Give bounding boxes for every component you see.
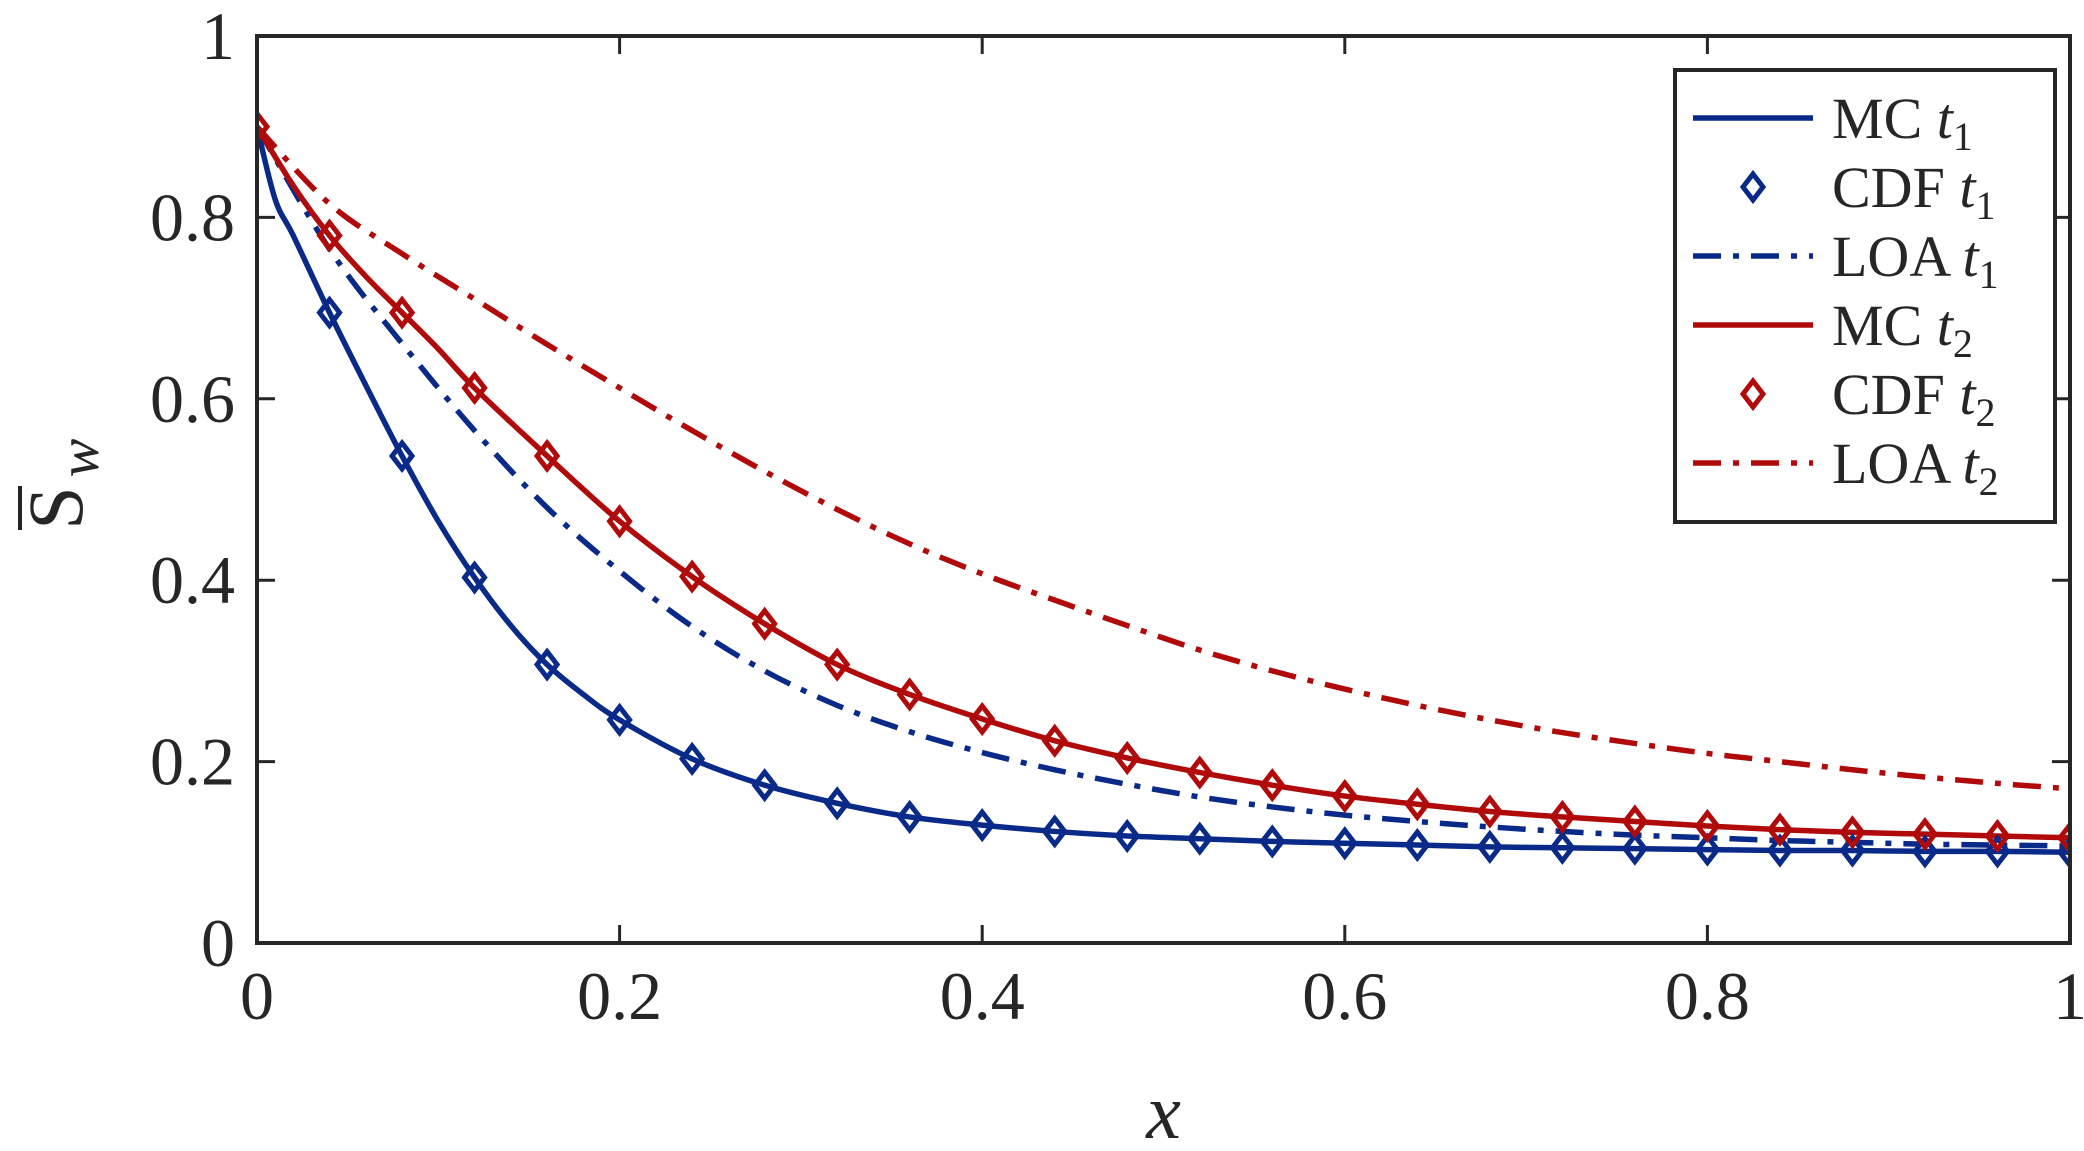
legend-label: CDF t1: [1832, 155, 1995, 228]
data-point: [1984, 834, 2011, 869]
series-loa-t2: [257, 124, 2070, 792]
y-tick-label: 1: [201, 0, 235, 74]
data-point: [1186, 821, 1213, 856]
data-point: [1549, 830, 1576, 865]
data-point: [896, 799, 923, 835]
data-point: [533, 647, 561, 682]
y-tick-label: 0.8: [150, 179, 235, 255]
y-tick-label: 0.4: [150, 542, 235, 618]
axes-box: [255, 34, 2072, 945]
x-tick-label: 0.4: [940, 958, 1025, 1034]
data-point: [1621, 804, 1649, 839]
data-point: [1839, 815, 1866, 850]
series-layer: [257, 109, 2070, 870]
data-point: [1114, 740, 1141, 776]
data-point: [606, 504, 633, 539]
data-point: [1114, 818, 1141, 854]
series-cdf-t1: [316, 295, 2070, 870]
data-point: [1331, 826, 1358, 861]
x-tick-label: 0.6: [1302, 958, 1387, 1034]
data-point: [1476, 829, 1503, 864]
legend-marker: [1739, 169, 1767, 205]
series-line: [257, 124, 2070, 792]
y-tick-label: 0: [201, 905, 235, 981]
legend-label: LOA t2: [1832, 431, 1999, 504]
y-axis-label-sub: w: [46, 438, 111, 477]
series-mc-t2: [257, 125, 2070, 841]
data-point: [969, 807, 996, 843]
data-point: [1404, 787, 1431, 822]
x-tick-label: 0.8: [1665, 958, 1750, 1034]
legend-entry: LOA t1: [1693, 224, 1999, 297]
data-point: [606, 702, 633, 737]
data-point: [533, 438, 561, 474]
series-line: [257, 126, 2070, 856]
data-point: [969, 701, 996, 737]
data-point: [1549, 799, 1576, 835]
legend-label: MC t2: [1832, 293, 1973, 366]
data-point: [678, 741, 706, 776]
data-point: [1404, 827, 1431, 863]
legend-entry: CDF t1: [1739, 155, 1995, 228]
data-point: [824, 786, 851, 821]
axes-layer: 0 0.2 0.4 0.6 0.8 1 0 0.2 0.4 0.6 0.8 1 x Sw: [12, 0, 2084, 1151]
data-point: [461, 370, 488, 406]
series-mc-t1: [257, 126, 2070, 856]
legend-label: LOA t1: [1832, 224, 1999, 297]
data-point: [1186, 755, 1213, 790]
x-tick-label: 0: [240, 958, 274, 1034]
legend-entry: MC t2: [1693, 293, 1973, 366]
y-tick-label: 0.2: [150, 724, 235, 800]
data-point: [751, 606, 778, 641]
y-axis-label-base: S: [12, 486, 99, 529]
data-point: [1984, 818, 2011, 854]
data-point: [316, 218, 343, 253]
legend-marker: [1739, 376, 1767, 412]
series-line: [257, 125, 2070, 841]
legend-entry: LOA t2: [1693, 431, 1999, 504]
data-point: [678, 559, 706, 594]
data-point: [1476, 794, 1503, 829]
series-loa-t1: [257, 125, 2070, 849]
x-axis-label: x: [1145, 1068, 1181, 1151]
data-point: [2056, 820, 2070, 855]
data-point: [1766, 812, 1794, 847]
data-point: [824, 647, 851, 682]
data-point: [1911, 817, 1939, 852]
y-tick-label: 0.6: [150, 361, 235, 437]
data-point: [1041, 723, 1068, 758]
data-point: [388, 438, 416, 474]
legend-entry: CDF t2: [1739, 362, 1995, 435]
data-point: [461, 560, 488, 595]
data-point: [896, 677, 923, 712]
legend-box: [1673, 68, 2057, 524]
series-line: [257, 125, 2070, 849]
data-point: [1259, 824, 1286, 859]
y-axis-label: Sw: [12, 438, 111, 530]
data-point: [316, 295, 343, 330]
x-tick-label: 1: [2053, 958, 2084, 1034]
data-point: [1694, 808, 1721, 844]
legend-label: MC t1: [1832, 86, 1973, 159]
data-point: [751, 768, 778, 803]
data-point: [1041, 814, 1068, 849]
data-point: [2056, 835, 2070, 870]
x-tick-label: 0.2: [577, 958, 662, 1034]
data-point: [257, 109, 271, 144]
legend-entry: MC t1: [1693, 86, 1973, 159]
legend-label: CDF t2: [1832, 362, 1995, 435]
data-point: [1694, 832, 1721, 867]
data-point: [1839, 833, 1866, 868]
data-point: [1621, 831, 1649, 866]
series-cdf-t2: [257, 109, 2070, 855]
data-point: [1331, 778, 1358, 814]
data-point: [1766, 833, 1794, 868]
data-point: [388, 295, 416, 330]
data-point: [1259, 768, 1286, 803]
data-point: [1911, 834, 1939, 869]
